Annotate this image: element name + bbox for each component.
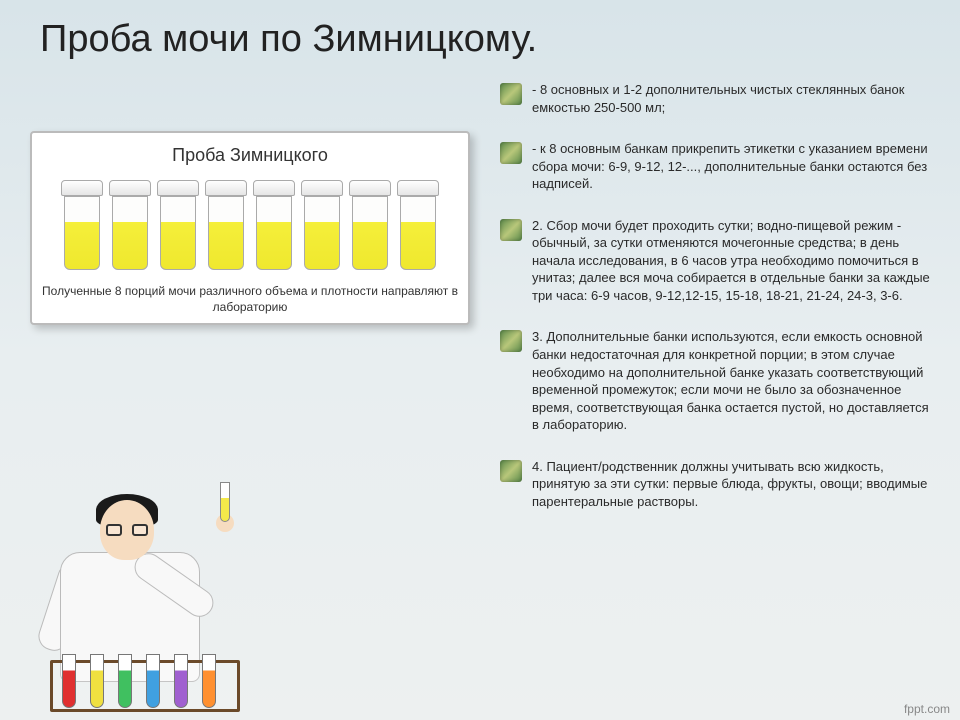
sample-jar: [349, 180, 391, 270]
sample-jar: [301, 180, 343, 270]
bullet-item: - к 8 основным банкам прикрепить этикетк…: [500, 140, 930, 193]
sample-jar: [397, 180, 439, 270]
sample-card-caption: Полученные 8 порций мочи различного объе…: [42, 284, 458, 315]
test-tube-rack: [50, 650, 240, 712]
right-column: - 8 основных и 1-2 дополнительных чистых…: [470, 81, 930, 534]
scientist-illustration: [20, 492, 280, 712]
bullet-icon: [500, 219, 522, 241]
bullet-text: - 8 основных и 1-2 дополнительных чистых…: [532, 81, 930, 116]
rack-tube: [146, 654, 160, 708]
bullet-text: 4. Пациент/родственник должны учитывать …: [532, 458, 930, 511]
bullet-text: 3. Дополнительные банки используются, ес…: [532, 328, 930, 433]
bullet-item: - 8 основных и 1-2 дополнительных чистых…: [500, 81, 930, 116]
rack-tube: [174, 654, 188, 708]
content-row: Проба Зимницкого Полученные 8 порций моч…: [0, 61, 960, 534]
sample-card: Проба Зимницкого Полученные 8 порций моч…: [30, 131, 470, 325]
sample-jar: [157, 180, 199, 270]
bullet-icon: [500, 330, 522, 352]
bullet-icon: [500, 83, 522, 105]
rack-tube: [202, 654, 216, 708]
rack-tube: [118, 654, 132, 708]
rack-tube: [62, 654, 76, 708]
bullet-item: 2. Сбор мочи будет проходить сутки; водн…: [500, 217, 930, 305]
sample-jar: [109, 180, 151, 270]
bullet-text: 2. Сбор мочи будет проходить сутки; водн…: [532, 217, 930, 305]
sample-jar: [205, 180, 247, 270]
footer-credit: fppt.com: [904, 702, 950, 716]
sample-jar: [61, 180, 103, 270]
bullet-item: 4. Пациент/родственник должны учитывать …: [500, 458, 930, 511]
bullet-icon: [500, 142, 522, 164]
bullet-item: 3. Дополнительные банки используются, ес…: [500, 328, 930, 433]
jars-row: [42, 180, 458, 270]
bullet-text: - к 8 основным банкам прикрепить этикетк…: [532, 140, 930, 193]
rack-tube: [90, 654, 104, 708]
sample-card-title: Проба Зимницкого: [42, 145, 458, 166]
bullet-icon: [500, 460, 522, 482]
sample-jar: [253, 180, 295, 270]
left-column: Проба Зимницкого Полученные 8 порций моч…: [30, 81, 470, 534]
page-title: Проба мочи по Зимницкому.: [0, 0, 960, 61]
